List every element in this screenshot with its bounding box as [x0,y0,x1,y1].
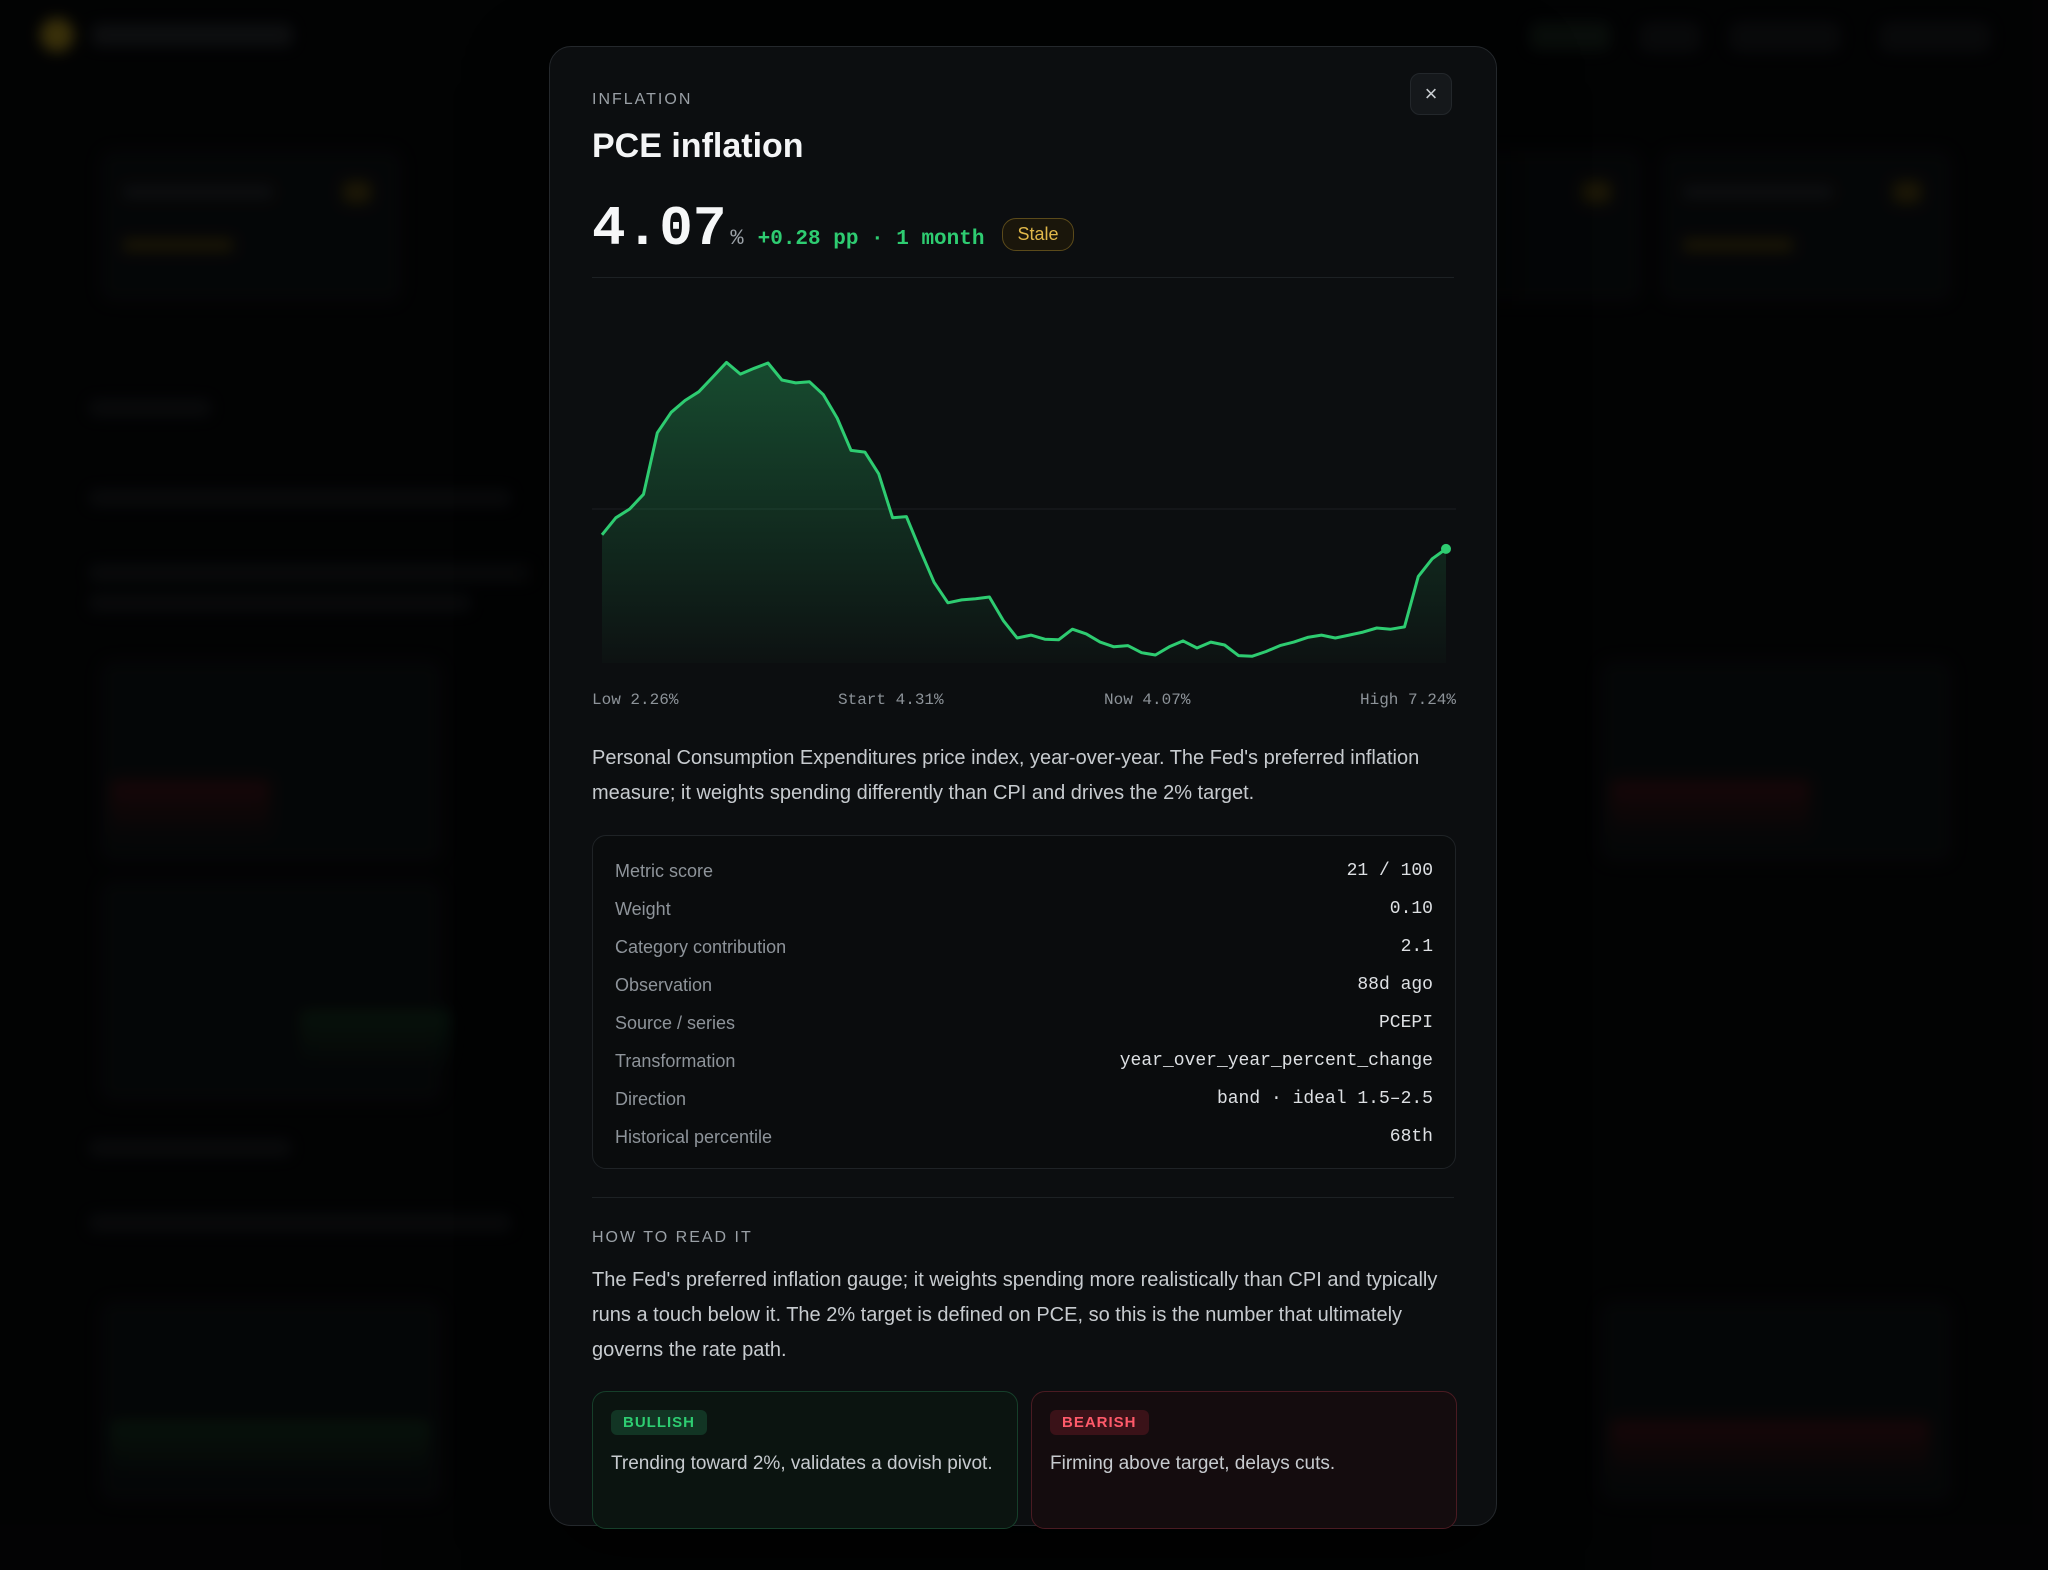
stat-value: 21 / 100 [1346,861,1433,881]
toolbar-button [1880,22,1990,52]
stat-row: Metric score 21 / 100 [615,852,1433,890]
section-heading [90,400,210,416]
how-to-read-label: HOW TO READ IT [592,1229,753,1246]
app-brand [92,24,292,46]
stat-value: 68th [1389,1127,1433,1147]
metric-detail-modal: × INFLATION PCE inflation 4.07 % +0.28 p… [549,46,1497,1529]
how-to-read-text: The Fed's preferred inflation gauge; it … [592,1269,1438,1361]
bullish-text: Trending toward 2%, validates a dovish p… [611,1453,993,1474]
metric-value: 4.07 [592,197,727,261]
sparkline [1610,780,1810,840]
stat-label: Historical percentile [615,1126,773,1147]
sparkline [110,780,270,840]
category-row [90,565,530,581]
chart-high-label: High 7.24% [1359,691,1456,709]
metric-unit: % [730,226,744,251]
stat-row: Source / series PCEPI [615,1004,1433,1042]
chart-legend: Low 2.26% Start 4.31% Now 4.07% High 7.2… [592,691,1456,713]
divider [592,1197,1454,1198]
bearish-tag: BEARISH [1050,1410,1149,1435]
stat-label: Direction [615,1088,687,1109]
toolbar-button [1730,22,1840,52]
bullish-tag: BULLISH [611,1410,707,1435]
stat-label: Metric score [615,860,714,881]
stat-label: Observation [615,974,713,995]
stat-label: Source / series [615,1012,736,1033]
stat-value: year_over_year_percent_change [1119,1051,1433,1071]
category-row [90,490,510,506]
stat-row: Observation 88d ago [615,966,1433,1004]
category-label: INFLATION [592,91,693,108]
status-pill [1530,22,1610,50]
stat-value: 0.10 [1389,899,1433,919]
bearish-text: Firming above target, delays cuts. [1050,1453,1336,1474]
stat-value: 2.1 [1400,937,1433,957]
chart-now-label: Now 4.07% [1104,691,1191,709]
close-icon: × [1424,81,1438,106]
summary-card [100,150,402,302]
metric-description: Personal Consumption Expenditures price … [592,747,1420,804]
sparkline [300,1010,450,1070]
chart-low-label: Low 2.26% [592,691,679,709]
divider [592,277,1454,278]
app-logo [40,18,74,52]
stat-value: 88d ago [1357,975,1433,995]
stat-row: Transformation year_over_year_percent_cha… [615,1042,1433,1080]
category-row [90,595,470,611]
stat-label: Weight [615,898,671,919]
stat-row: Historical percentile 68th [615,1118,1433,1156]
metric-stats-table: Metric score 21 / 100 Weight 0.10 Category c… [592,835,1456,1169]
stat-label: Transformation [615,1050,736,1071]
history-chart [592,360,1456,663]
close-button[interactable]: × [1410,73,1452,115]
stat-row: Direction band · ideal 1.5–2.5 [615,1080,1433,1118]
metric-value-row: 4.07 % +0.28 pp · 1 month Stale [592,197,1074,261]
toolbar-button [1640,22,1700,52]
stat-row: Category contribution 2.1 [615,928,1433,966]
metric-delta: +0.28 pp · 1 month [757,228,985,251]
sparkline [110,1420,430,1480]
chart-latest-point [1441,543,1451,554]
category-row [90,1215,510,1231]
stat-label: Category contribution [615,936,787,957]
status-badge: Stale [1002,218,1074,251]
bullish-case-card: BULLISH Trending toward 2%, validates a … [592,1391,1018,1529]
bearish-case-card: BEARISH Firming above target, delays cut… [1031,1391,1457,1529]
summary-card [1660,150,1952,302]
metric-title: PCE inflation [592,127,804,165]
stat-value: band · ideal 1.5–2.5 [1216,1089,1433,1109]
stat-value: PCEPI [1378,1013,1433,1033]
stat-row: Weight 0.10 [615,890,1433,928]
sparkline [1610,1420,1930,1480]
chart-area [602,362,1446,663]
chart-start-label: Start 4.31% [838,691,944,709]
section-heading [90,1140,290,1156]
chart-series-line [600,360,1447,658]
